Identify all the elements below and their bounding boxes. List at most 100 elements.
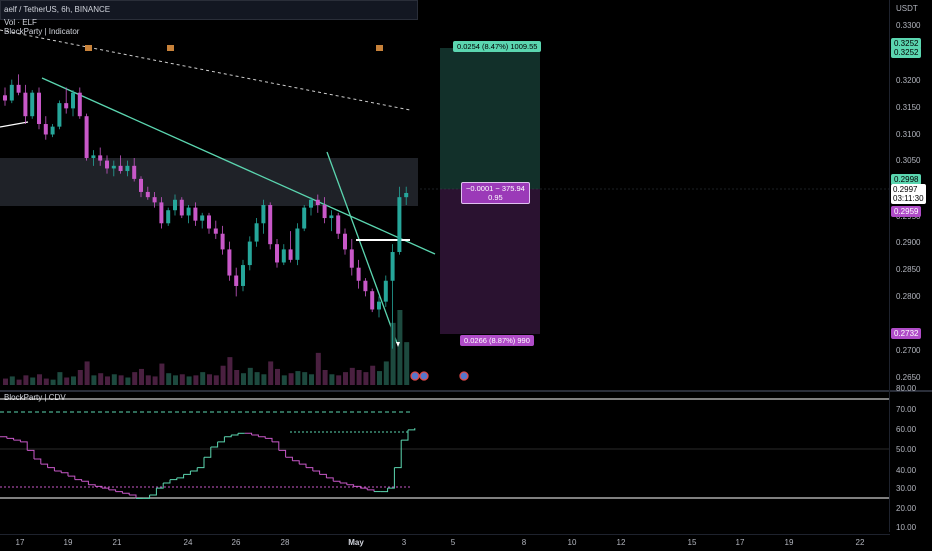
candle[interactable] (288, 249, 293, 260)
event-icon[interactable] (419, 371, 429, 381)
candle[interactable] (57, 103, 62, 127)
time-axis[interactable]: 17 19 21 24 26 28 May 3 5 8 10 12 15 17 … (0, 534, 890, 551)
signal-icon[interactable] (376, 45, 383, 51)
candle[interactable] (159, 202, 164, 224)
price-chart[interactable] (0, 0, 890, 390)
candle[interactable] (213, 228, 218, 234)
candle[interactable] (9, 84, 14, 101)
candle[interactable] (166, 210, 171, 224)
left-marker (0, 121, 29, 128)
candle[interactable] (50, 126, 55, 135)
candle[interactable] (241, 265, 245, 286)
candle[interactable] (43, 124, 48, 135)
candle[interactable] (397, 197, 402, 253)
candle[interactable] (281, 249, 286, 263)
candle[interactable] (261, 205, 266, 224)
cdv-legend[interactable]: BlockParty | CDV (4, 393, 66, 402)
cdv-segment (387, 467, 395, 489)
candle[interactable] (220, 233, 225, 250)
candle[interactable] (383, 280, 388, 302)
candle[interactable] (329, 215, 334, 219)
candle[interactable] (105, 160, 109, 169)
candle[interactable] (37, 92, 41, 125)
volume-bar (241, 373, 246, 385)
candle[interactable] (356, 267, 361, 281)
dashed-trendline[interactable] (0, 29, 411, 111)
stop-label[interactable]: 0.0266 (8.87%) 990 (460, 335, 534, 346)
volume-bar (132, 372, 138, 385)
candle[interactable] (84, 116, 89, 158)
volume-bar (145, 375, 151, 385)
cdv-chart[interactable] (0, 392, 890, 532)
candle[interactable] (363, 280, 368, 292)
candle[interactable] (302, 207, 307, 229)
candle[interactable] (254, 223, 259, 242)
candle[interactable] (173, 199, 177, 211)
candle[interactable] (98, 155, 103, 161)
candle[interactable] (377, 301, 381, 310)
event-icon[interactable] (410, 371, 420, 381)
candle[interactable] (322, 205, 327, 219)
candle[interactable] (132, 165, 137, 179)
cdv-segment (74, 479, 83, 482)
cdv-tick: 20.00 (896, 504, 917, 513)
candle[interactable] (234, 275, 239, 286)
target-label[interactable]: 0.0254 (8.47%) 1009.55 (453, 41, 542, 52)
candle[interactable] (3, 95, 7, 101)
price-axis[interactable]: USDT 0.3300 0.3200 0.3150 0.3100 0.3050 … (889, 0, 932, 532)
candle[interactable] (91, 155, 96, 158)
candle[interactable] (200, 215, 205, 221)
position-center-label[interactable]: −0.0001 − 375.94 0.95 (461, 182, 530, 204)
candle[interactable] (118, 165, 123, 172)
cdv-segment (278, 449, 287, 458)
candle[interactable] (207, 215, 211, 229)
cdv-segment (244, 432, 253, 435)
volume-bar (336, 375, 342, 385)
volume-bar (193, 375, 199, 385)
candle[interactable] (23, 92, 28, 117)
signal-icon[interactable] (85, 45, 92, 51)
volume-bar (234, 370, 240, 385)
candle[interactable] (77, 92, 82, 117)
candle[interactable] (152, 197, 157, 203)
candle[interactable] (315, 199, 320, 205)
volume-bar (37, 374, 42, 385)
candle[interactable] (111, 165, 116, 169)
candle[interactable] (186, 207, 191, 216)
candle[interactable] (16, 84, 21, 93)
candle[interactable] (404, 192, 409, 198)
volume-legend[interactable]: Vol · ELF (4, 18, 37, 27)
pane-divider[interactable] (0, 390, 932, 392)
candle[interactable] (139, 178, 143, 192)
signal-icon[interactable] (167, 45, 174, 51)
candle[interactable] (125, 165, 130, 172)
time-tick: 15 (687, 538, 697, 547)
candle[interactable] (349, 249, 354, 268)
steep-trendline[interactable] (326, 151, 398, 344)
volume-bar (200, 372, 206, 385)
candle[interactable] (370, 291, 375, 310)
candle[interactable] (247, 241, 252, 266)
candle[interactable] (179, 199, 184, 216)
candle[interactable] (145, 191, 150, 198)
candle[interactable] (309, 199, 313, 208)
candle[interactable] (275, 244, 279, 263)
descending-trendline[interactable] (41, 77, 436, 255)
candle[interactable] (227, 249, 232, 276)
candle[interactable] (343, 233, 347, 250)
candle[interactable] (268, 205, 273, 245)
volume-bar (302, 372, 308, 385)
candle[interactable] (193, 207, 198, 221)
candle[interactable] (390, 252, 395, 281)
cdv-segment (292, 460, 300, 465)
candle[interactable] (336, 215, 341, 234)
symbol-legend[interactable]: aelf / TetherUS, 6h, BINANCE (4, 5, 111, 14)
candle[interactable] (295, 228, 300, 260)
cdv-segment (115, 491, 123, 494)
candle[interactable] (64, 103, 69, 109)
candle[interactable] (30, 92, 35, 117)
indicator-legend[interactable]: BlockParty | Indicator (4, 27, 80, 36)
event-icon[interactable] (459, 371, 469, 381)
volume-bar (166, 373, 172, 385)
candle[interactable] (71, 92, 75, 109)
